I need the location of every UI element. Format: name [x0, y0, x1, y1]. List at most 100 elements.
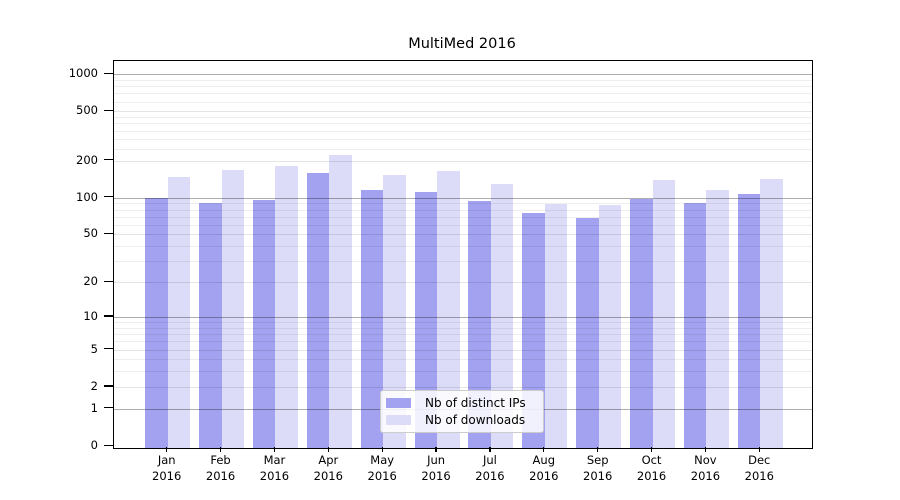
x-tick-label-nov: Nov 2016 — [690, 453, 721, 483]
y-tick-mark — [104, 280, 113, 282]
minor-gridline — [114, 261, 812, 263]
minor-gridline — [114, 93, 812, 95]
gridline-5 — [114, 349, 812, 351]
bar-downloads-may — [383, 174, 406, 448]
gridline-1000 — [114, 74, 812, 76]
y-tick-label: 1000 — [68, 66, 98, 81]
bar-ips-aug — [522, 212, 545, 448]
x-tick-label-mar: Mar 2016 — [259, 453, 290, 483]
x-tick-label-dec: Dec 2016 — [744, 453, 774, 483]
y-tick-label: 500 — [76, 103, 98, 118]
bar-ips-mar — [252, 200, 276, 448]
bar-ips-nov — [683, 202, 707, 448]
x-tick-label-apr: Apr 2016 — [313, 453, 343, 483]
x-tick-mark — [650, 447, 653, 452]
x-tick-label-may: May 2016 — [367, 453, 397, 483]
x-tick-label-oct: Oct 2016 — [636, 453, 667, 483]
minor-gridline — [114, 209, 812, 211]
y-tick-label: 1 — [90, 400, 98, 415]
minor-gridline — [114, 101, 812, 103]
x-tick-mark — [219, 447, 222, 452]
bar-downloads-apr — [329, 155, 352, 448]
y-tick-mark — [104, 348, 113, 350]
gridline-50 — [114, 234, 812, 236]
bar-downloads-jun — [437, 170, 460, 448]
bar-ips-jun — [414, 192, 438, 448]
x-tick-mark — [489, 447, 491, 452]
bar-downloads-dec — [760, 178, 783, 448]
bar-ips-jul — [468, 200, 491, 448]
bar-downloads-nov — [706, 190, 729, 448]
x-tick-mark — [381, 447, 383, 452]
y-tick-mark — [104, 232, 113, 235]
minor-gridline — [114, 322, 812, 324]
y-tick-mark — [104, 444, 113, 446]
y-tick-mark — [104, 72, 113, 74]
bar-downloads-jul — [490, 184, 514, 448]
y-tick-label: 5 — [90, 341, 98, 356]
bar-ips-oct — [630, 199, 653, 448]
gridline-500 — [114, 111, 812, 113]
x-tick-mark — [435, 447, 437, 452]
gridline-2 — [114, 386, 812, 388]
gridline-20 — [114, 282, 812, 284]
gridline-100 — [114, 197, 812, 199]
bar-ips-dec — [737, 193, 761, 448]
chart-title: MultiMed 2016 — [408, 36, 516, 52]
minor-gridline — [114, 334, 812, 336]
y-tick-mark — [104, 196, 113, 198]
minor-gridline — [114, 224, 812, 226]
minor-gridline — [114, 117, 812, 119]
x-tick-label-aug: Aug 2016 — [529, 453, 559, 483]
y-tick-label: 200 — [76, 152, 98, 167]
gridline-200 — [114, 160, 812, 162]
y-tick-label: 10 — [83, 308, 98, 323]
minor-gridline — [114, 130, 812, 132]
legend-label-distinct-ips: Nb of distinct IPs — [425, 395, 526, 410]
x-tick-label-jun: Jun 2016 — [421, 453, 451, 483]
x-tick-mark — [597, 447, 599, 452]
bar-downloads-sep — [598, 205, 622, 448]
minor-gridline — [114, 216, 812, 218]
bar-downloads-mar — [275, 165, 298, 448]
x-tick-label-jul: Jul 2016 — [475, 453, 505, 483]
y-tick-label: 50 — [83, 226, 98, 241]
minor-gridline — [114, 79, 812, 81]
y-tick-label: 2 — [90, 378, 98, 393]
legend: Nb of distinct IPs Nb of downloads — [380, 390, 544, 433]
x-tick-mark — [758, 447, 760, 452]
bar-ips-may — [360, 189, 384, 448]
x-tick-mark — [327, 447, 329, 452]
x-tick-mark — [166, 447, 168, 452]
minor-gridline — [114, 341, 812, 343]
legend-item-downloads: Nb of downloads — [386, 413, 535, 427]
minor-gridline — [114, 148, 812, 150]
bar-downloads-oct — [652, 179, 676, 448]
y-tick-label: 20 — [83, 274, 98, 289]
legend-patch-downloads — [386, 415, 411, 426]
bar-ips-feb — [199, 202, 222, 448]
bar-ips-jan — [145, 197, 168, 448]
x-tick-mark — [543, 447, 545, 452]
y-tick-label: 100 — [76, 189, 98, 204]
minor-gridline — [114, 327, 812, 329]
bar-downloads-aug — [544, 204, 568, 448]
x-tick-mark — [273, 447, 276, 452]
minor-gridline — [114, 138, 812, 140]
minor-gridline — [114, 86, 812, 88]
bar-downloads-feb — [221, 170, 245, 448]
y-tick-mark — [104, 315, 113, 317]
legend-patch-distinct-ips — [386, 397, 411, 408]
legend-label-downloads: Nb of downloads — [425, 413, 526, 428]
x-tick-label-feb: Feb 2016 — [205, 453, 236, 483]
minor-gridline — [114, 371, 812, 373]
y-tick-mark — [104, 385, 113, 387]
bar-downloads-jan — [167, 177, 191, 448]
y-tick-mark — [104, 407, 113, 409]
minor-gridline — [114, 359, 812, 361]
minor-gridline — [114, 246, 812, 248]
x-tick-mark — [704, 447, 706, 452]
legend-item-distinct-ips: Nb of distinct IPs — [386, 396, 535, 410]
y-tick-mark — [104, 159, 113, 161]
